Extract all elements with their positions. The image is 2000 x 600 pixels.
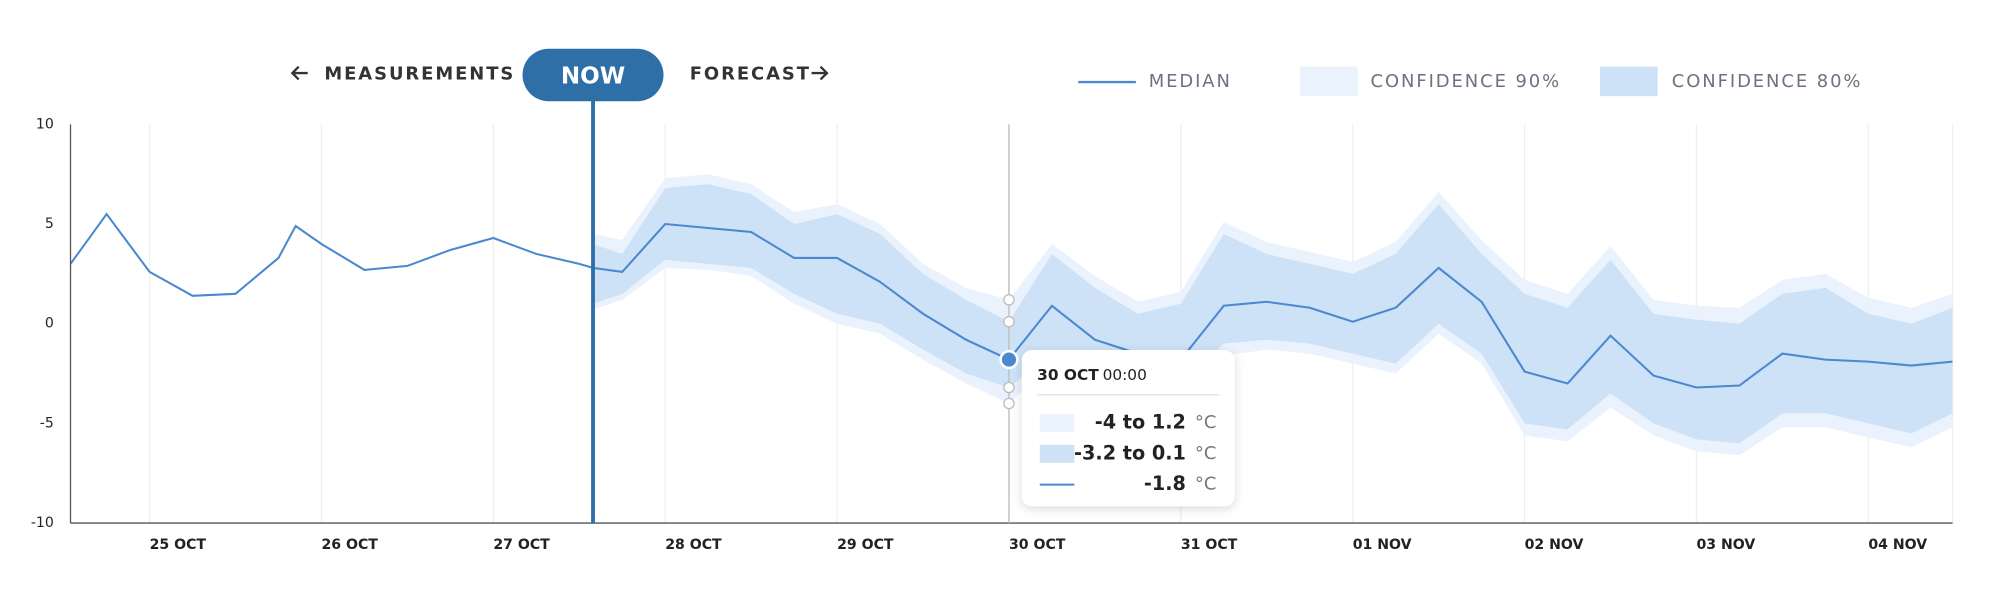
x-tick-label: 30 OCT — [1009, 537, 1066, 553]
forward-arrow[interactable] — [811, 65, 829, 81]
tooltip-unit: °C — [1195, 412, 1217, 433]
tooltip-unit: °C — [1195, 474, 1217, 495]
x-tick-label: 29 OCT — [837, 537, 894, 553]
hover-dot — [1003, 294, 1015, 306]
legend-label: CONFIDENCE 80% — [1672, 71, 1863, 92]
hover-dot — [1003, 381, 1015, 394]
back-arrow[interactable] — [290, 65, 308, 81]
x-tick-label: 26 OCT — [321, 537, 378, 553]
x-tick-label: 02 NOV — [1525, 537, 1584, 553]
tooltip-swatch — [1039, 444, 1075, 463]
x-tick-label: 04 NOV — [1868, 537, 1927, 553]
hover-dot — [1003, 315, 1015, 328]
axes: -10 -5 0 5 10 25 OCT 26 OCT 27 OCT 28 OCT 29 OCT 3… — [31, 116, 1953, 553]
legend: MEDIAN CONFIDENCE 90% CONFIDENCE 80% — [1078, 66, 1863, 97]
y-tick-label: 0 — [45, 316, 54, 332]
y-tick-label: -10 — [31, 515, 54, 531]
median-line — [70, 212, 1953, 389]
confidence-band — [593, 184, 1953, 444]
legend-swatch — [1600, 66, 1658, 97]
nav-forward[interactable]: FORECAST — [690, 63, 811, 84]
x-tick-label: 27 OCT — [493, 537, 550, 553]
legend-swatch — [1300, 66, 1358, 97]
now-button[interactable] — [522, 48, 664, 102]
lines — [70, 212, 1953, 389]
tooltip-swatch — [1039, 414, 1075, 433]
x-tick-label: 03 NOV — [1696, 537, 1755, 553]
y-tick-label: 10 — [36, 116, 54, 132]
nav-back[interactable]: MEASUREMENTS — [324, 63, 515, 84]
now-label[interactable]: NOW — [561, 63, 625, 89]
x-tick-label: 25 OCT — [150, 537, 207, 553]
nav: MEASUREMENTS FORECAST — [290, 63, 829, 84]
tooltip-value: -4 to 1.2 — [1095, 411, 1186, 434]
tooltip — [1021, 350, 1235, 507]
tooltip-date: 30 OCT — [1037, 366, 1099, 384]
tooltip-time: 00:00 — [1103, 366, 1147, 384]
legend-label: CONFIDENCE 90% — [1371, 71, 1562, 92]
bands — [593, 174, 1953, 456]
hover-dot — [1003, 397, 1015, 410]
x-tick-label: 31 OCT — [1181, 537, 1238, 553]
overlay: NOW 30 OCT 00:00 -4 to 1.2 °C -3.2 to 0.1 °C -1… — [522, 48, 1235, 524]
x-tick-label: 28 OCT — [665, 537, 722, 553]
tooltip-value: -3.2 to 0.1 — [1074, 441, 1186, 464]
y-tick-label: -5 — [40, 415, 54, 431]
tooltip-value: -1.8 — [1144, 472, 1186, 495]
y-tick-label: 5 — [45, 216, 54, 232]
hover-median-dot — [999, 349, 1019, 370]
legend-label: MEDIAN — [1149, 71, 1232, 92]
x-tick-label: 01 NOV — [1353, 537, 1412, 553]
tooltip-unit: °C — [1195, 443, 1217, 464]
